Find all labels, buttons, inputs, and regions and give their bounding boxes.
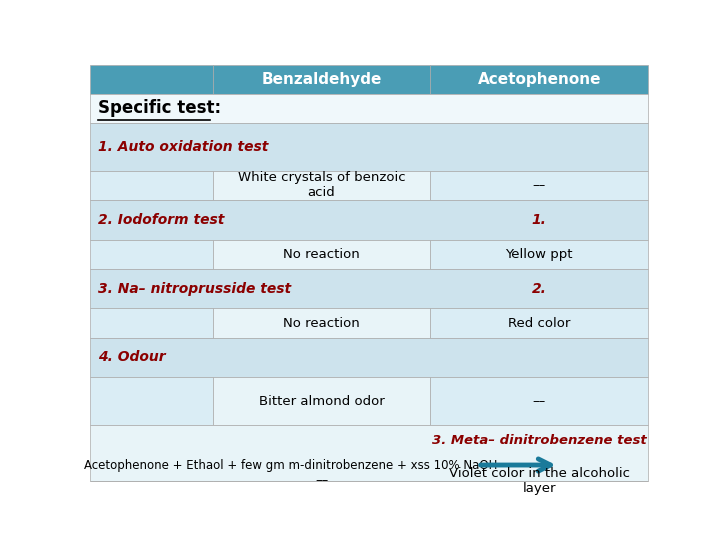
FancyBboxPatch shape	[431, 377, 648, 425]
Text: ––: ––	[533, 395, 546, 408]
FancyBboxPatch shape	[90, 377, 213, 425]
Text: 2.: 2.	[532, 281, 546, 295]
Text: 1.: 1.	[532, 213, 546, 227]
FancyBboxPatch shape	[90, 200, 648, 240]
Text: 2. Iodoform test: 2. Iodoform test	[99, 213, 225, 227]
FancyBboxPatch shape	[431, 171, 648, 200]
FancyBboxPatch shape	[213, 65, 431, 94]
Text: 4. Odour: 4. Odour	[99, 350, 166, 365]
Text: 3. Meta– dinitrobenzene test: 3. Meta– dinitrobenzene test	[432, 434, 647, 447]
FancyBboxPatch shape	[431, 240, 648, 269]
FancyBboxPatch shape	[90, 171, 213, 200]
FancyBboxPatch shape	[213, 377, 431, 425]
FancyBboxPatch shape	[90, 338, 648, 377]
Text: ––: ––	[315, 474, 328, 487]
FancyBboxPatch shape	[90, 425, 648, 481]
FancyBboxPatch shape	[213, 240, 431, 269]
FancyBboxPatch shape	[90, 123, 648, 171]
Text: Acetophenone + Ethaol + few gm m-dinitrobenzene + xss 10% NaOH: Acetophenone + Ethaol + few gm m-dinitro…	[84, 458, 498, 471]
FancyBboxPatch shape	[90, 308, 213, 338]
Text: White crystals of benzoic
acid: White crystals of benzoic acid	[238, 171, 405, 199]
FancyBboxPatch shape	[90, 94, 648, 123]
Text: 1. Auto oxidation test: 1. Auto oxidation test	[99, 140, 269, 154]
FancyBboxPatch shape	[213, 308, 431, 338]
Text: Red color: Red color	[508, 316, 570, 329]
FancyBboxPatch shape	[213, 171, 431, 200]
FancyBboxPatch shape	[90, 65, 213, 94]
Text: Violet color in the alcoholic
layer: Violet color in the alcoholic layer	[449, 467, 630, 495]
Text: Benzaldehyde: Benzaldehyde	[261, 72, 382, 87]
Text: Bitter almond odor: Bitter almond odor	[258, 395, 384, 408]
FancyBboxPatch shape	[90, 269, 648, 308]
FancyBboxPatch shape	[90, 240, 213, 269]
Text: Acetophenone: Acetophenone	[477, 72, 601, 87]
Text: 3. Na– nitroprusside test: 3. Na– nitroprusside test	[99, 281, 292, 295]
Text: No reaction: No reaction	[283, 248, 360, 261]
Text: Specific test:: Specific test:	[99, 99, 222, 118]
Text: Yellow ppt: Yellow ppt	[505, 248, 573, 261]
FancyBboxPatch shape	[431, 308, 648, 338]
FancyBboxPatch shape	[431, 65, 648, 94]
Text: ––: ––	[533, 179, 546, 192]
Text: No reaction: No reaction	[283, 316, 360, 329]
